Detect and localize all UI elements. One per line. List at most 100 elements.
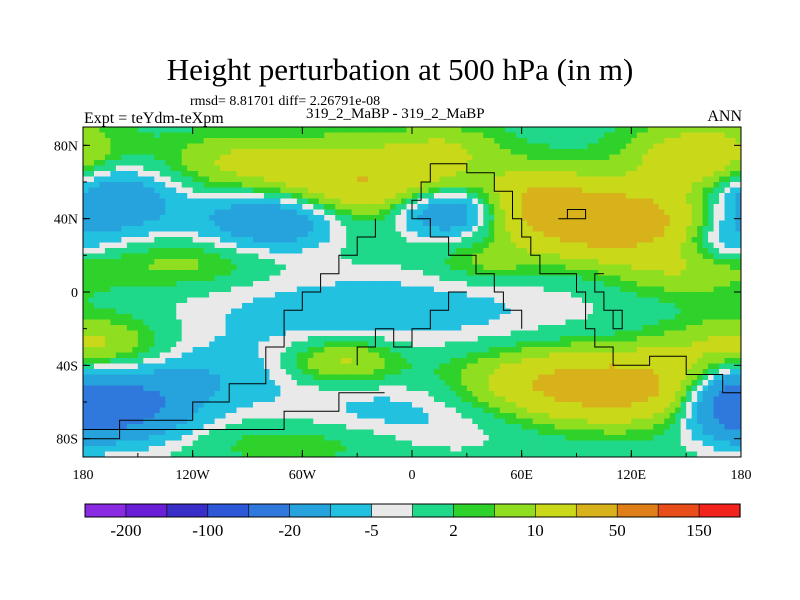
contour-cell xyxy=(258,215,265,222)
contour-cell xyxy=(477,149,484,156)
contour-cell xyxy=(631,286,638,293)
contour-cell xyxy=(351,220,358,227)
contour-cell xyxy=(225,193,232,200)
contour-cell xyxy=(236,220,243,227)
contour-cell xyxy=(664,297,671,304)
contour-cell xyxy=(444,253,451,260)
contour-cell xyxy=(313,308,320,315)
contour-cell xyxy=(159,198,166,205)
contour-cell xyxy=(214,341,221,348)
contour-cell xyxy=(384,215,391,222)
contour-cell xyxy=(417,187,424,194)
contour-cell xyxy=(543,248,550,255)
contour-cell xyxy=(543,314,550,321)
contour-cell xyxy=(543,132,550,139)
contour-cell xyxy=(455,259,462,266)
contour-cell xyxy=(571,226,578,233)
contour-cell xyxy=(412,204,419,211)
contour-cell xyxy=(395,297,402,304)
contour-cell xyxy=(137,182,144,189)
contour-cell xyxy=(236,237,243,244)
contour-cell xyxy=(647,231,654,238)
contour-cell xyxy=(192,264,199,271)
contour-cell xyxy=(406,132,413,139)
contour-cell xyxy=(702,259,709,266)
contour-cell xyxy=(324,215,331,222)
contour-cell xyxy=(702,132,709,139)
contour-cell xyxy=(390,292,397,299)
contour-cell xyxy=(296,187,303,194)
contour-cell xyxy=(115,347,122,354)
contour-cell xyxy=(521,341,528,348)
contour-cell xyxy=(302,248,309,255)
contour-cell xyxy=(488,259,495,266)
contour-cell xyxy=(554,270,561,277)
contour-cell xyxy=(329,215,336,222)
contour-cell xyxy=(335,231,342,238)
contour-cell xyxy=(318,209,325,216)
contour-cell xyxy=(324,352,331,359)
contour-cell xyxy=(560,209,567,216)
contour-cell xyxy=(642,209,649,216)
contour-cell xyxy=(598,149,605,156)
contour-cell xyxy=(505,325,512,332)
contour-cell xyxy=(263,220,271,227)
contour-cell xyxy=(477,154,484,161)
contour-cell xyxy=(115,314,122,321)
contour-cell xyxy=(291,248,298,255)
contour-cell xyxy=(373,259,380,266)
contour-cell xyxy=(252,347,260,354)
contour-cell xyxy=(538,193,545,200)
contour-cell xyxy=(406,237,413,244)
contour-cell xyxy=(148,182,155,189)
contour-cell xyxy=(532,204,539,211)
contour-cell xyxy=(494,176,501,183)
contour-cell xyxy=(466,198,473,205)
contour-cell xyxy=(609,270,616,277)
contour-cell xyxy=(379,231,386,238)
contour-cell xyxy=(357,182,364,189)
contour-cell xyxy=(603,275,610,282)
contour-cell xyxy=(269,226,276,233)
contour-cell xyxy=(110,253,117,260)
contour-cell xyxy=(439,215,446,222)
contour-cell xyxy=(143,176,150,183)
contour-cell xyxy=(143,171,150,178)
contour-cell xyxy=(176,303,183,310)
contour-cell xyxy=(137,138,144,145)
contour-cell xyxy=(532,325,539,332)
contour-cell xyxy=(285,171,292,178)
contour-cell xyxy=(362,132,369,139)
contour-cell xyxy=(450,204,457,211)
contour-cell xyxy=(285,314,292,321)
contour-cell xyxy=(532,149,539,156)
contour-cell xyxy=(735,336,741,343)
contour-cell xyxy=(697,187,704,194)
contour-cell xyxy=(560,127,567,134)
contour-cell xyxy=(165,314,172,321)
contour-cell xyxy=(494,270,501,277)
contour-cell xyxy=(499,220,506,227)
contour-cell xyxy=(104,341,112,348)
contour-cell xyxy=(115,176,122,183)
contour-cell xyxy=(450,132,457,139)
contour-cell xyxy=(494,330,501,337)
contour-cell xyxy=(658,231,665,238)
contour-cell xyxy=(384,292,391,299)
contour-cell xyxy=(620,347,627,354)
contour-cell xyxy=(664,171,671,178)
contour-cell xyxy=(379,127,386,134)
contour-cell xyxy=(181,204,188,211)
contour-cell xyxy=(724,132,731,139)
contour-cell xyxy=(675,149,682,156)
contour-cell xyxy=(406,330,413,337)
contour-cell xyxy=(318,352,325,359)
contour-cell xyxy=(110,281,117,288)
contour-cell xyxy=(236,347,243,354)
contour-cell xyxy=(625,281,632,288)
contour-cell xyxy=(428,259,435,266)
contour-cell xyxy=(313,154,320,161)
contour-cell xyxy=(181,281,188,288)
contour-cell xyxy=(636,204,643,211)
contour-cell xyxy=(115,286,122,293)
